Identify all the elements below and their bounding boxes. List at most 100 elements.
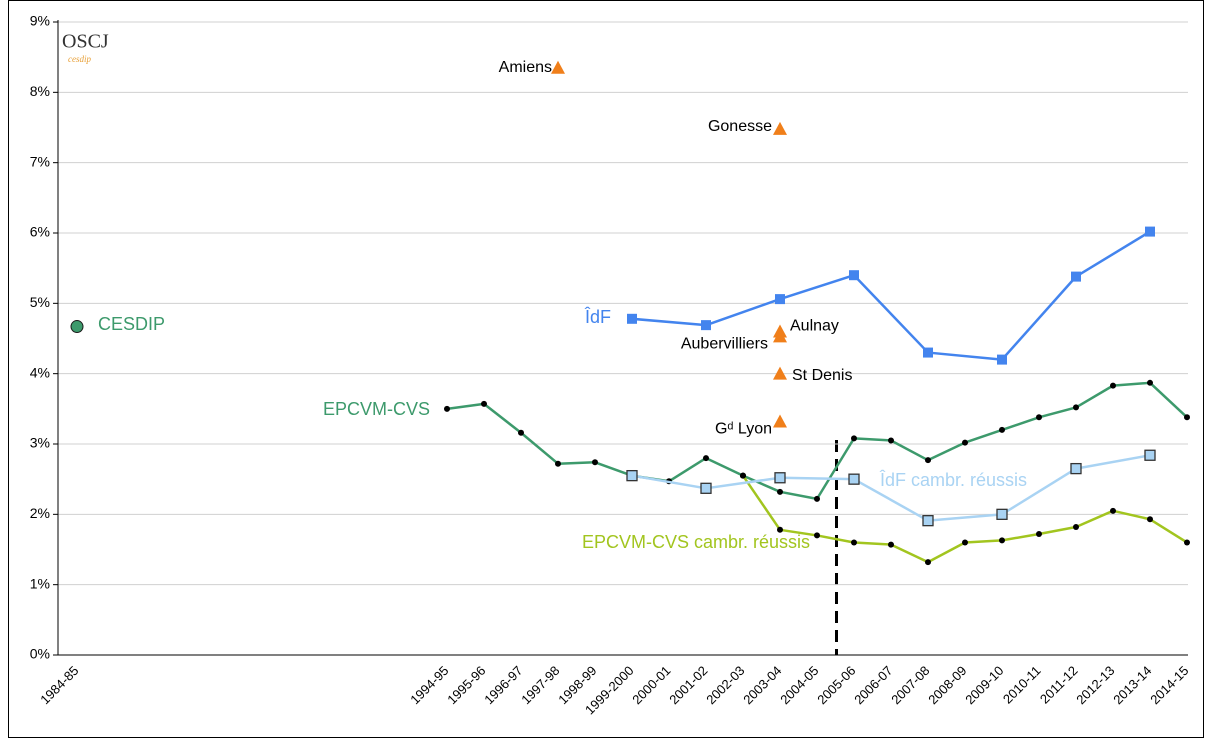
series-line bbox=[631, 317, 707, 327]
point bbox=[851, 539, 857, 546]
point bbox=[1145, 226, 1155, 237]
x-tick-label: 2000-01 bbox=[629, 663, 673, 707]
y-tick-label: 0% bbox=[30, 646, 50, 662]
point bbox=[814, 532, 820, 539]
point bbox=[774, 472, 786, 484]
series-line bbox=[741, 474, 782, 531]
series-line bbox=[520, 431, 559, 465]
series-line bbox=[1075, 509, 1114, 529]
point bbox=[592, 459, 598, 466]
y-tick-label: 2% bbox=[30, 505, 50, 521]
frame bbox=[8, 0, 1204, 738]
x-tick-label: 2002-03 bbox=[703, 663, 747, 707]
series-line bbox=[927, 441, 966, 462]
series-line bbox=[1001, 532, 1040, 542]
x-tick-label: 2013-14 bbox=[1110, 663, 1154, 707]
point-label: Gonesse bbox=[708, 118, 772, 135]
x-tick-label: 1995-96 bbox=[444, 663, 488, 707]
point bbox=[1070, 462, 1082, 475]
series-line bbox=[705, 456, 744, 477]
point-label: Aubervilliers bbox=[681, 336, 768, 353]
point-label: Gᵈ Lyon bbox=[715, 421, 772, 438]
y-tick-label: 7% bbox=[30, 153, 50, 169]
point bbox=[775, 294, 785, 305]
series-line bbox=[483, 402, 522, 434]
point bbox=[1036, 414, 1042, 421]
point bbox=[626, 469, 638, 482]
series-label: EPCVM-CVS bbox=[323, 399, 430, 419]
y-tick-label: 8% bbox=[30, 83, 50, 99]
series-line bbox=[705, 476, 781, 490]
series-line bbox=[1075, 384, 1114, 409]
x-tick-label: 1996-97 bbox=[481, 663, 525, 707]
x-tick-label: 2008-09 bbox=[925, 663, 969, 707]
series-line bbox=[779, 528, 818, 537]
series-line bbox=[890, 543, 929, 564]
y-tick-label: 4% bbox=[30, 364, 50, 380]
x-tick-label: 2003-04 bbox=[740, 663, 784, 707]
point bbox=[814, 495, 820, 502]
series-line bbox=[927, 541, 966, 564]
series-line bbox=[927, 513, 1003, 522]
x-tick-label: 2006-07 bbox=[851, 663, 895, 707]
point bbox=[701, 320, 711, 331]
point bbox=[777, 526, 783, 533]
series-line bbox=[779, 490, 818, 501]
series-line bbox=[742, 474, 781, 493]
point bbox=[1144, 449, 1156, 461]
series-line bbox=[853, 437, 892, 442]
point bbox=[703, 455, 709, 462]
point bbox=[922, 515, 934, 527]
point bbox=[925, 457, 931, 464]
point bbox=[551, 60, 565, 74]
x-tick-label: 2001-02 bbox=[666, 663, 710, 707]
series-line bbox=[779, 476, 855, 481]
series-line bbox=[1149, 381, 1188, 419]
y-tick-label: 5% bbox=[30, 294, 50, 310]
x-tick-label: 2010-11 bbox=[1000, 663, 1044, 707]
x-tick-label: 2011-12 bbox=[1037, 663, 1081, 707]
point bbox=[849, 270, 859, 281]
series-line bbox=[779, 274, 855, 301]
series-line bbox=[1112, 381, 1151, 387]
point bbox=[851, 435, 857, 442]
point bbox=[848, 473, 860, 485]
y-tick-label: 6% bbox=[30, 224, 50, 240]
series-line bbox=[927, 351, 1003, 361]
point bbox=[1184, 539, 1190, 546]
x-tick-label: 1997-98 bbox=[518, 663, 562, 707]
x-tick-label: 2009-10 bbox=[962, 663, 1006, 707]
x-tick-label: 2014-15 bbox=[1147, 663, 1191, 707]
point bbox=[1073, 523, 1079, 530]
series-line bbox=[853, 541, 892, 546]
point bbox=[481, 400, 487, 407]
logo-sub: cesdip bbox=[68, 54, 91, 64]
series-line bbox=[705, 297, 781, 327]
point bbox=[1147, 379, 1153, 386]
series-line bbox=[1075, 454, 1151, 470]
series-line bbox=[853, 478, 929, 522]
series-line bbox=[594, 461, 633, 477]
x-tick-label: 2005-06 bbox=[814, 663, 858, 707]
point bbox=[70, 320, 84, 334]
series-label: EPCVM-CVS cambr. réussis bbox=[582, 532, 810, 552]
series-line bbox=[446, 402, 485, 411]
series-line bbox=[816, 534, 855, 544]
x-tick-label: 1984-85 bbox=[37, 663, 81, 707]
point bbox=[740, 472, 746, 479]
series-line bbox=[631, 474, 707, 490]
point bbox=[700, 482, 712, 494]
x-tick-label: 1994-95 bbox=[407, 663, 451, 707]
y-tick-label: 9% bbox=[30, 13, 50, 29]
point-label: Amiens bbox=[499, 59, 552, 76]
point bbox=[444, 405, 450, 412]
point bbox=[962, 439, 968, 446]
point bbox=[773, 121, 787, 135]
series-line bbox=[668, 457, 707, 483]
point bbox=[888, 541, 894, 548]
point-label: Aulnay bbox=[790, 318, 839, 335]
point bbox=[962, 539, 968, 546]
point bbox=[1071, 271, 1081, 282]
point bbox=[773, 329, 787, 343]
series-line bbox=[1075, 230, 1151, 278]
